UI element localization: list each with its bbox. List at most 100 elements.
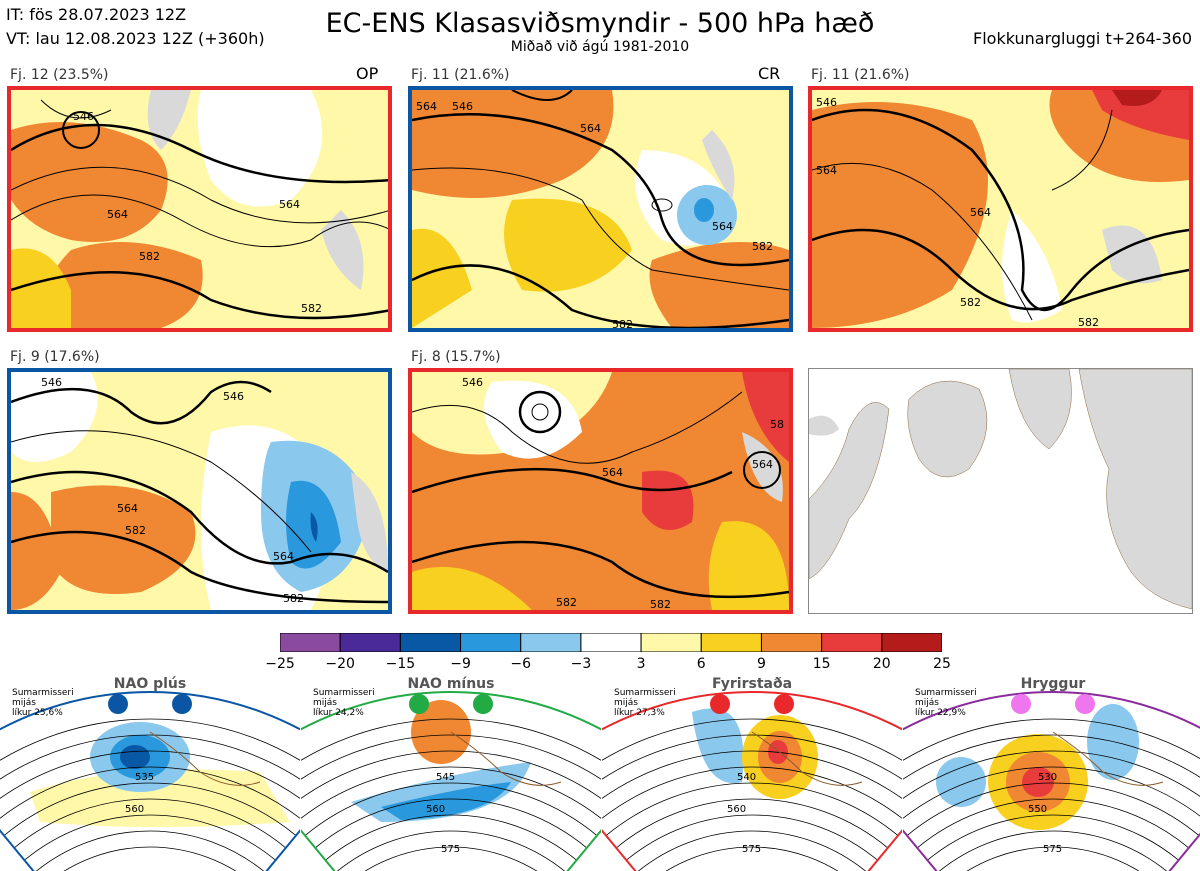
colorbar-tick-label: 3 <box>636 656 646 672</box>
contour-line <box>0 766 300 824</box>
cluster-map-3: 546 564 564 582 582 <box>808 86 1193 332</box>
regime-map: 545 560 575 <box>301 691 601 871</box>
contour-line <box>903 766 1200 824</box>
contour-label: 582 <box>1078 316 1099 328</box>
page-title: EC-ENS Klasasviðsmyndir - 500 hPa hæð <box>325 8 875 39</box>
contour-line <box>646 846 858 871</box>
contour-label: 550 <box>1028 804 1047 815</box>
regime-panel: 530 550 575 Sumarmisseri mijás líkur 22,9% Hry… <box>903 672 1200 871</box>
panel-2-label: Fj. 11 (21.6%) <box>411 67 510 83</box>
panel-2-tag: CR <box>758 64 781 83</box>
regime-map: 535 560 <box>0 691 300 871</box>
regime-dot <box>774 694 794 714</box>
regime-dot <box>473 694 493 714</box>
contour-line <box>605 782 899 836</box>
panel-1-label: Fj. 12 (23.5%) <box>10 67 109 83</box>
colorbar-tick-label: 9 <box>756 656 766 672</box>
contour-label: 560 <box>727 804 746 815</box>
valid-time: VT: lau 12.08.2023 12Z (+360h) <box>6 29 265 48</box>
contour-line <box>916 798 1190 849</box>
cluster-map-2: 564 546 564 564 582 582 <box>408 86 793 332</box>
anomaly-area <box>11 122 168 242</box>
contour-line <box>3 782 297 836</box>
contour-line <box>301 750 601 812</box>
colorbar-tick-label: 15 <box>812 656 831 672</box>
contour-line <box>602 734 902 799</box>
contour-label: 546 <box>452 100 473 113</box>
contour-label: 560 <box>125 804 144 815</box>
anomaly-area <box>120 745 150 769</box>
contour-label: 560 <box>426 804 445 815</box>
colorbar-bin <box>399 632 462 653</box>
cluster-map-5: 546 564 564 582 582 58 <box>408 368 793 614</box>
contour-label: 564 <box>117 502 138 515</box>
contour-label: 540 <box>737 772 756 783</box>
contour-label: 582 <box>301 302 322 315</box>
regime-map: 540 560 575 <box>602 691 902 871</box>
colorbar-bin <box>700 632 762 653</box>
contour-label: 564 <box>816 164 837 177</box>
colorbar-tick-label: 20 <box>872 656 891 672</box>
contour-label: 582 <box>125 524 146 537</box>
contour-line <box>34 830 266 871</box>
contour-line <box>335 830 567 871</box>
contour-line <box>345 846 557 871</box>
contour-label: 582 <box>283 592 304 605</box>
contour-label: 564 <box>712 220 733 233</box>
contour-line <box>0 750 300 812</box>
cluster-window: Flokkunargluggi t+264-360 <box>973 29 1192 48</box>
contour-label: 564 <box>752 458 773 471</box>
colorbar-bin <box>520 632 582 653</box>
coastline <box>1052 731 1164 786</box>
regime-panel: 535 560 Sumarmisseri mijás líkur 25,6% NAO pl… <box>0 672 300 871</box>
contour-line <box>301 734 601 799</box>
contour-label: 545 <box>436 772 455 783</box>
panel-5-label: Fj. 8 (15.7%) <box>411 349 501 365</box>
regime-map: 530 550 575 <box>903 691 1200 871</box>
reference-map <box>808 368 1193 614</box>
contour-line <box>301 766 601 824</box>
contour-label: 546 <box>462 376 483 389</box>
regime-description: Sumarmisseri mijás líkur 25,6% <box>12 688 74 718</box>
page-subtitle: Miðað við ágú 1981-2010 <box>510 39 690 55</box>
regime-description: Sumarmisseri mijás líkur 22,9% <box>915 688 977 718</box>
cluster-map-1: 546 564 582 564 582 <box>7 86 392 332</box>
colorbar-tick-label: −25 <box>265 656 295 672</box>
regime-panel: 545 560 575 Sumarmisseri mijás líkur 24,2% NAO… <box>301 672 601 871</box>
anomaly-area <box>936 757 986 807</box>
contour-label: 575 <box>441 844 460 855</box>
anomaly-area <box>381 782 511 820</box>
regime-dot <box>1075 694 1095 714</box>
contour-label: 564 <box>416 100 437 113</box>
contour-label: 582 <box>960 296 981 309</box>
contour-line <box>636 830 868 871</box>
regime-dot <box>1011 694 1031 714</box>
contour-label: 546 <box>73 110 94 123</box>
coastline <box>149 731 261 786</box>
contour-label: 582 <box>139 250 160 263</box>
coastline <box>450 731 562 786</box>
contour-line <box>903 718 1200 787</box>
cluster-map-4: 546 546 564 582 564 582 <box>7 368 392 614</box>
anomaly-area <box>1087 704 1139 780</box>
contour-line <box>304 782 598 836</box>
regime-dot <box>108 694 128 714</box>
contour-line <box>626 814 878 861</box>
panel-1-tag: OP <box>356 64 379 83</box>
regime-frame <box>0 691 300 871</box>
contour-label: 564 <box>580 122 601 135</box>
contour-label: 546 <box>41 376 62 389</box>
colorbar-bin <box>881 632 943 653</box>
contour-line <box>903 750 1200 812</box>
contour-line <box>615 798 889 849</box>
colorbar-bin <box>460 632 522 653</box>
contour-line <box>0 718 300 787</box>
contour-label: 582 <box>556 596 577 609</box>
colorbar-bin <box>339 632 401 653</box>
regime-description: Sumarmisseri mijás líkur 24,2% <box>313 688 375 718</box>
anomaly-area <box>411 700 471 764</box>
contour-line <box>13 798 287 849</box>
colorbar-bin <box>760 632 823 653</box>
regime-name: Hryggur <box>1020 676 1086 692</box>
colorbar-bin <box>640 632 702 653</box>
